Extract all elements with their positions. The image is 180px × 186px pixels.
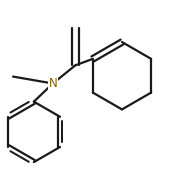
Text: N: N <box>48 77 57 90</box>
